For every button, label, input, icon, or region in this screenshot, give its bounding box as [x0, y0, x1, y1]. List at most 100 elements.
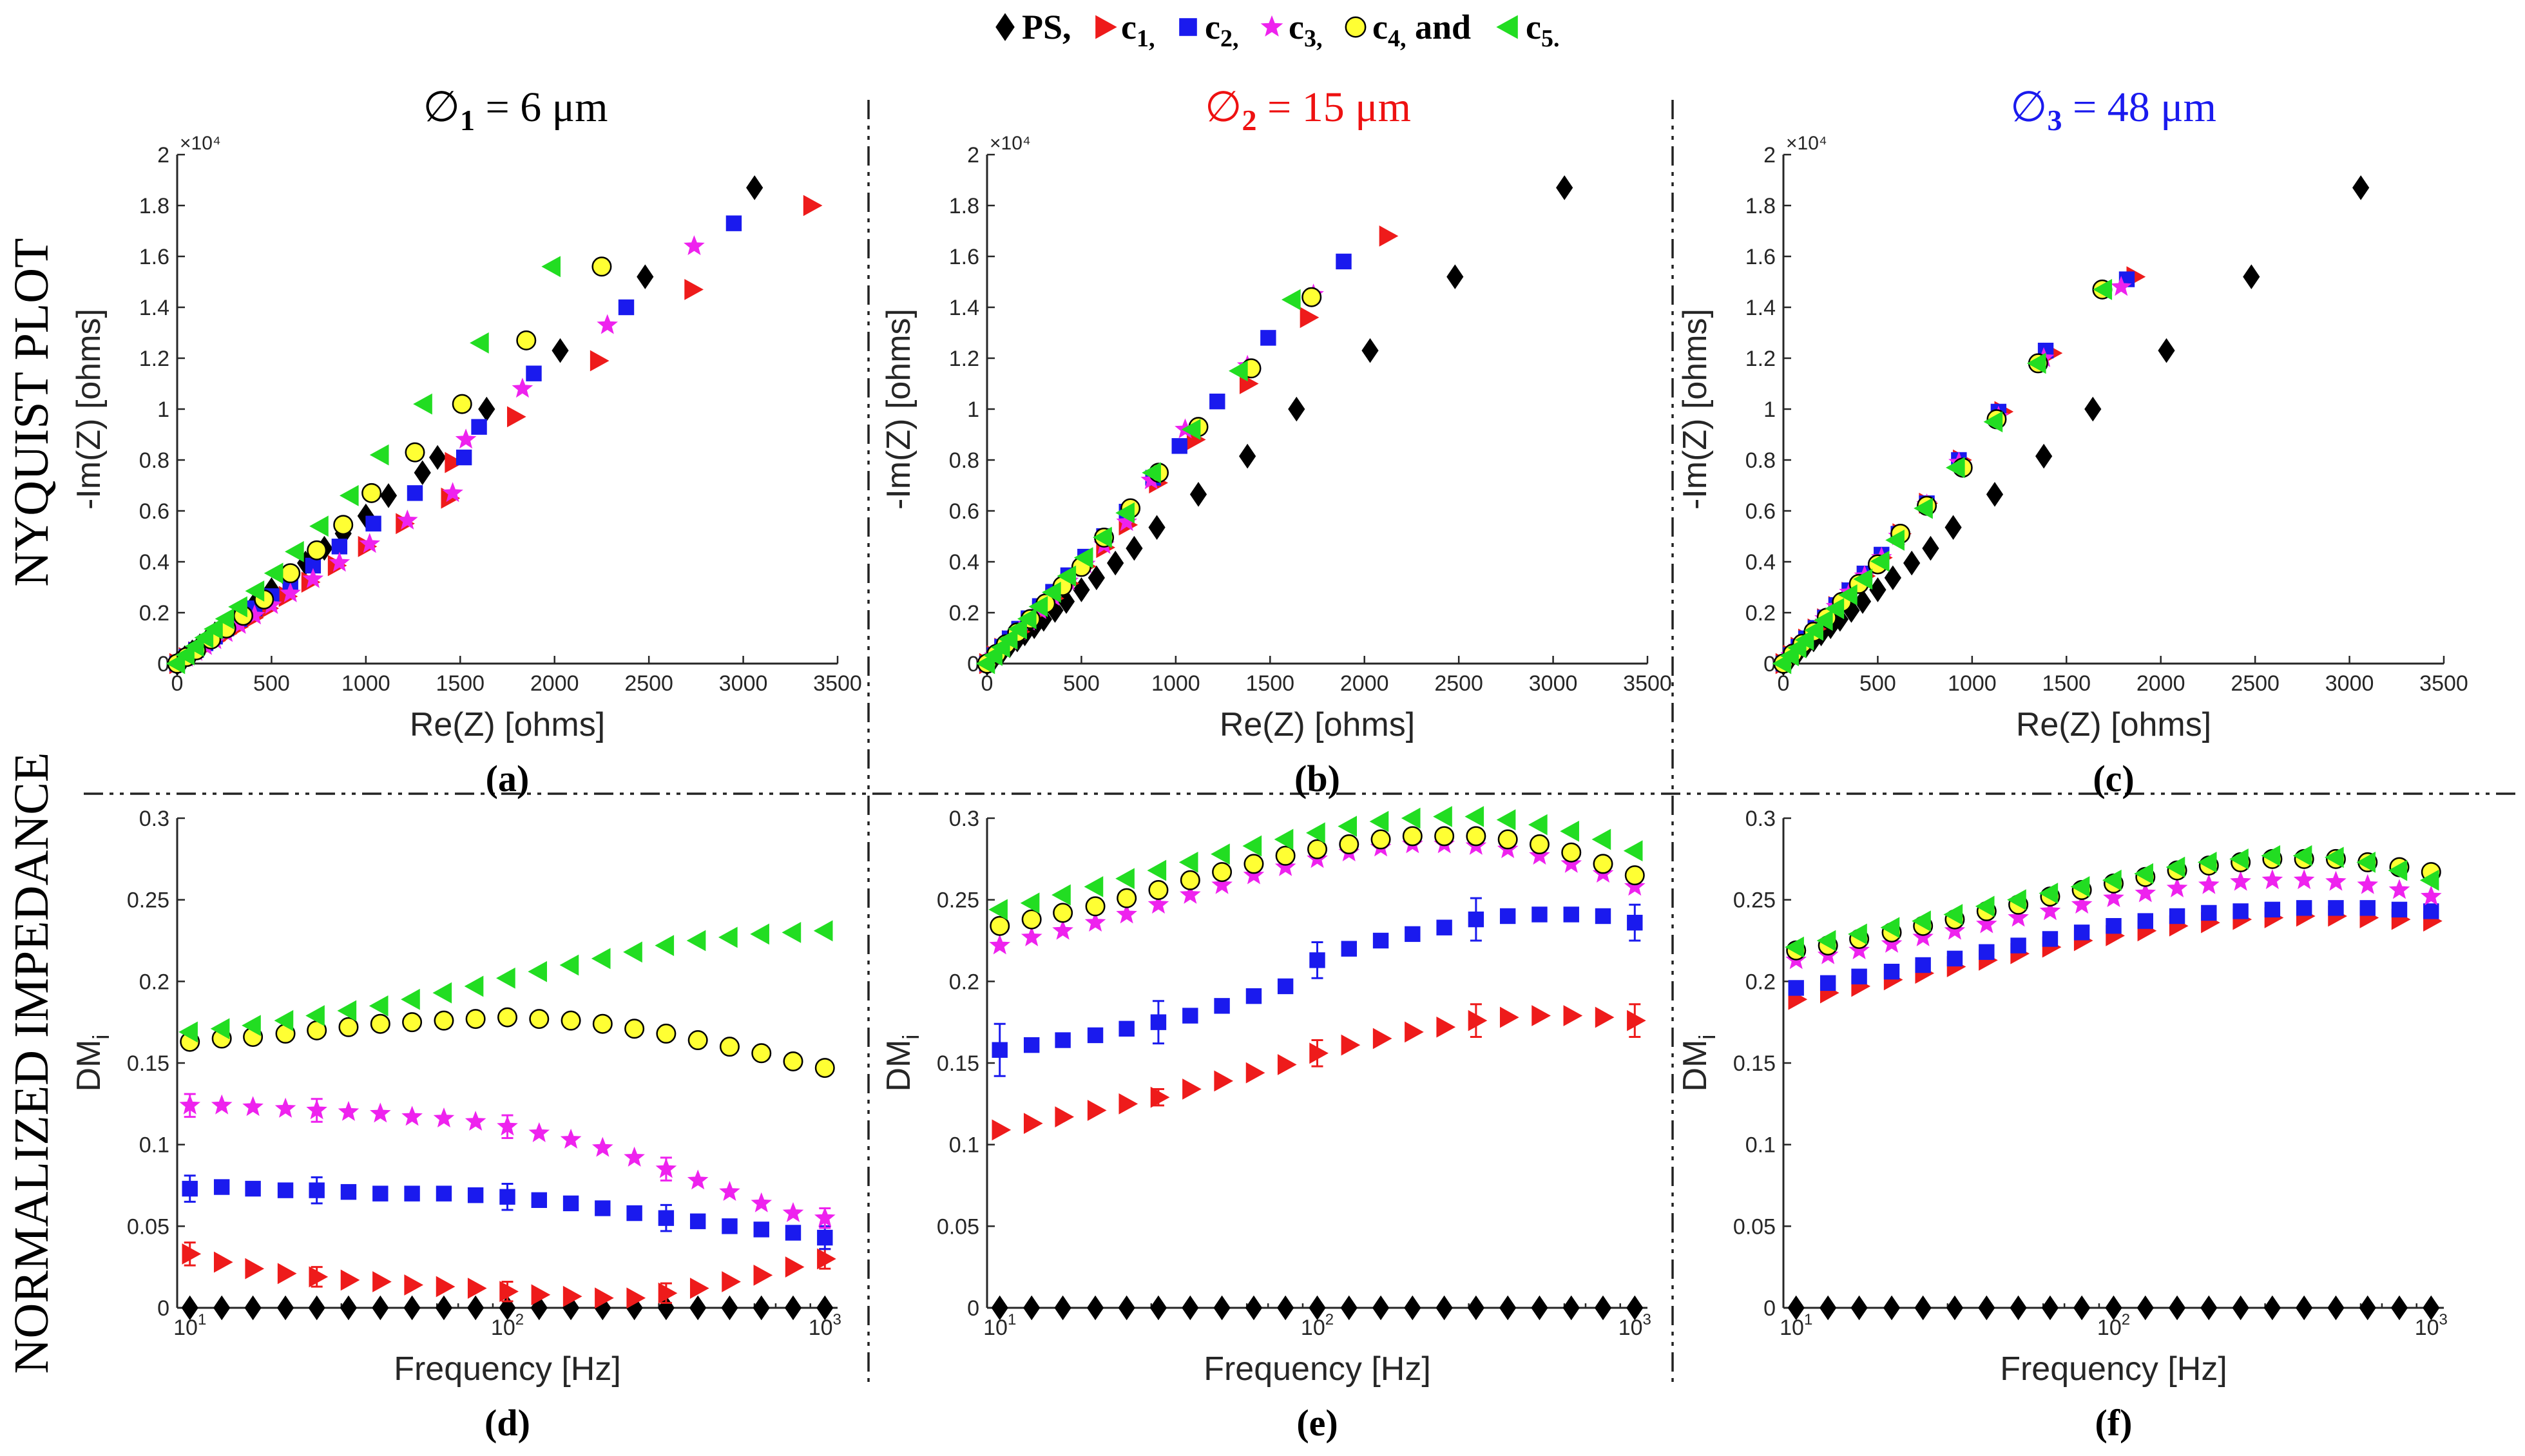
data-point-c5	[813, 920, 833, 942]
y-tick-label: 0.8	[1745, 448, 1776, 473]
data-point-c5	[2197, 852, 2217, 873]
y-tick-label: 2	[1763, 143, 1776, 168]
data-point-PS	[2084, 396, 2102, 422]
data-point-c5	[1281, 289, 1301, 311]
data-point-PS	[2423, 1295, 2440, 1321]
data-point-c3	[1529, 845, 1550, 865]
panel-c: 0 0.2 0.4 0.6 0.8 1 1.2 1.4 1.6 1.8 2 0 500 1000 1500 2…	[1676, 133, 2468, 800]
data-point-c1	[1277, 1054, 1297, 1075]
data-point-c1	[1309, 1042, 1329, 1064]
data-point-PS	[1372, 1295, 1390, 1321]
x-tick-label: 500	[1063, 671, 1100, 696]
data-point-c5	[541, 256, 561, 278]
data-point-c2	[1851, 968, 1867, 984]
data-point-c5	[988, 899, 1008, 921]
data-point-c1	[1531, 1005, 1551, 1026]
data-point-c4	[516, 330, 537, 350]
data-point-PS	[746, 175, 763, 200]
data-point-c3	[1848, 939, 1870, 960]
y-tick-label: 0.1	[1745, 1133, 1776, 1158]
data-point-c5	[369, 995, 389, 1017]
data-point-PS	[2296, 1295, 2313, 1321]
data-point-c5	[1794, 629, 1814, 651]
data-point-c2	[1788, 980, 1804, 996]
data-point-c1	[753, 1264, 773, 1286]
data-point-c2	[331, 539, 348, 555]
data-point-PS	[244, 1295, 262, 1321]
data-point-c4	[1593, 854, 1613, 874]
data-point-c5	[1401, 807, 1421, 829]
data-point-c3	[2110, 276, 2132, 296]
y-tick-label: 0.05	[937, 1214, 979, 1239]
data-point-c1	[436, 1276, 456, 1298]
data-point-c5	[1838, 584, 1858, 606]
y-tick-label: 0.4	[139, 550, 169, 575]
x-tick-label: 102	[1301, 1311, 1334, 1340]
data-point-PS	[276, 1295, 294, 1321]
series-c4	[990, 826, 1645, 936]
data-point-c4	[1301, 287, 1322, 307]
x-tick-label: 0	[171, 671, 184, 696]
x-axis-label: Re(Z) [ohms]	[2016, 706, 2211, 743]
data-point-PS	[1884, 565, 1901, 591]
data-point-PS	[753, 1295, 770, 1321]
data-point-c4	[1148, 879, 1169, 900]
y-tick-label: 0.25	[127, 888, 169, 913]
data-point-c2	[1171, 438, 1187, 454]
data-point-c5	[309, 515, 329, 537]
y-tick-label: 0.1	[139, 1133, 169, 1158]
y-tick-label: 1.8	[949, 194, 979, 218]
data-point-c1	[626, 1287, 646, 1309]
data-point-c5	[1020, 892, 1040, 914]
data-point-PS	[2158, 338, 2175, 363]
data-point-c4	[1021, 909, 1042, 930]
data-point-c5	[245, 580, 265, 602]
x-tick-label: 102	[2097, 1311, 2130, 1340]
data-point-c5	[2229, 848, 2249, 870]
x-tick-label: 0	[981, 671, 994, 696]
data-point-c2	[817, 1229, 833, 1246]
y-axis-label: -Im(Z) [ohms]	[70, 309, 108, 510]
data-point-c2	[626, 1205, 642, 1221]
data-point-c2	[562, 1195, 579, 1212]
data-point-c3	[2198, 874, 2220, 894]
data-point-c4	[656, 1023, 677, 1044]
y-axis-label-text: -Im(Z) [ohms]	[1676, 309, 1714, 510]
data-point-c4	[402, 1012, 423, 1033]
data-point-c3	[2071, 894, 2093, 914]
data-point-c5	[2093, 278, 2113, 300]
data-point-c3	[2008, 906, 2029, 927]
x-tick-exponent: 3	[1643, 1311, 1651, 1328]
legend-label-c1: c1,	[1121, 8, 1155, 52]
x-tick-label: 3500	[2419, 671, 2468, 696]
data-point-c1	[562, 1285, 582, 1307]
data-point-c3	[1912, 926, 1934, 946]
x-tick-label: 0	[1778, 671, 1790, 696]
data-point-c3	[1211, 874, 1233, 894]
data-point-c4	[1402, 826, 1423, 847]
data-point-c5	[1057, 565, 1077, 587]
panel-b: 0 0.2 0.4 0.6 0.8 1 1.2 1.4 1.6 1.8 2 0 500 1000 1500 2…	[880, 133, 1672, 800]
panel-label: (f)	[2095, 1402, 2133, 1444]
data-point-PS	[2041, 1295, 2059, 1321]
data-point-c5	[1870, 550, 1890, 572]
y-tick-label: 0.15	[1733, 1051, 1776, 1076]
data-point-c5	[2356, 852, 2376, 873]
data-point-PS	[1023, 1295, 1041, 1321]
y-tick-label: 0	[157, 1296, 169, 1321]
data-point-c3	[2357, 874, 2379, 894]
data-point-c5	[528, 961, 547, 982]
data-point-c3	[274, 1097, 296, 1118]
data-point-c5	[337, 1000, 357, 1022]
data-point-c4	[280, 563, 301, 584]
y-axis-label: -Im(Z) [ohms]	[1676, 309, 1714, 510]
data-point-c5	[1211, 843, 1230, 865]
data-point-PS	[2200, 1295, 2218, 1321]
column-title-symbol: ∅	[1205, 84, 1242, 131]
data-point-c5	[204, 618, 223, 640]
data-point-c3	[1243, 864, 1265, 885]
data-point-PS	[1126, 535, 1143, 561]
y-axis-label-text: DM	[70, 1040, 108, 1092]
data-point-PS	[1073, 577, 1090, 602]
series-c2	[992, 897, 1643, 1077]
